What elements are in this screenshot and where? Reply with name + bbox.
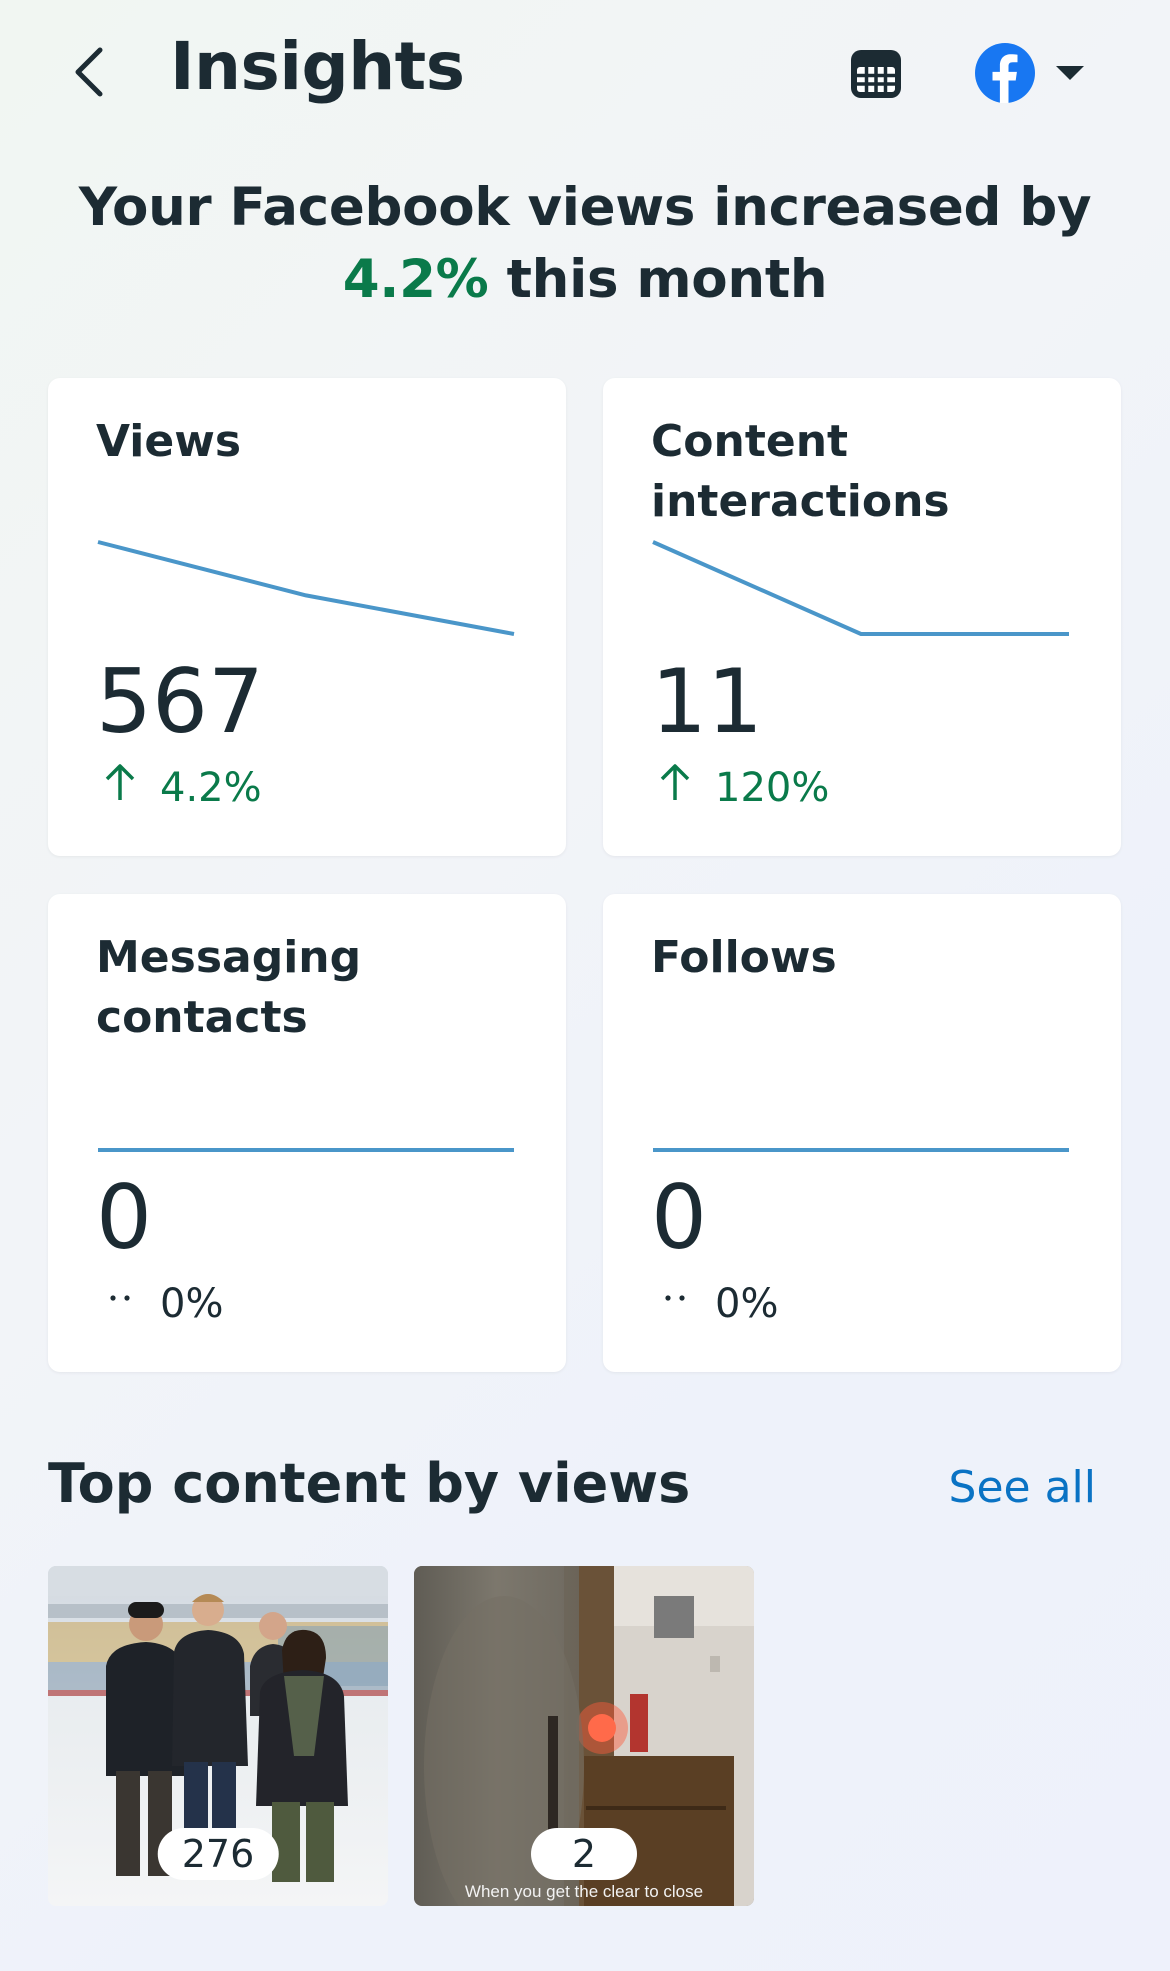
video-caption: When you get the clear to close xyxy=(464,1882,704,1901)
change-percent: 120% xyxy=(715,765,830,811)
views-badge: 2 xyxy=(531,1828,637,1880)
metric-card-messaging-contacts[interactable]: Messaging contacts 0 0% xyxy=(48,894,566,1372)
change-percent: 4.2% xyxy=(160,765,262,811)
section-title: Top content by views xyxy=(48,1452,691,1515)
caret-down-icon xyxy=(1056,66,1084,80)
page-title: Insights xyxy=(170,28,465,105)
change-percent: 0% xyxy=(160,1281,224,1327)
headline-suffix: this month xyxy=(506,249,828,310)
top-bar: Insights xyxy=(0,0,1170,150)
insight-headline: Your Facebook views increased by 4.2% th… xyxy=(60,172,1110,316)
headline-percent: 4.2% xyxy=(342,249,489,310)
sparkline-chart xyxy=(652,540,1069,636)
card-change: 120% xyxy=(653,762,829,814)
card-change: 4.2% xyxy=(98,762,262,814)
dots-icon xyxy=(653,1278,697,1330)
post-photo xyxy=(48,1566,388,1906)
card-title: Views xyxy=(96,416,242,467)
account-switcher[interactable] xyxy=(974,40,1094,106)
metric-card-content-interactions[interactable]: Content interactions 11 120% xyxy=(603,378,1121,856)
content-thumbnail[interactable]: 2 When you get the clear to close xyxy=(414,1566,754,1906)
metric-card-views[interactable]: Views 567 4.2% xyxy=(48,378,566,856)
change-percent: 0% xyxy=(715,1281,779,1327)
arrow-up-icon xyxy=(98,762,142,814)
card-change: 0% xyxy=(98,1278,223,1330)
sparkline-series xyxy=(97,540,515,636)
metric-card-follows[interactable]: Follows 0 0% xyxy=(603,894,1121,1372)
sparkline-chart xyxy=(97,540,515,636)
card-value: 0 xyxy=(651,1166,707,1269)
headline-prefix: Your Facebook views increased by xyxy=(78,177,1092,238)
views-badge: 276 xyxy=(157,1828,279,1880)
back-button[interactable] xyxy=(62,40,118,104)
card-value: 567 xyxy=(96,650,264,753)
card-title: Follows xyxy=(651,932,837,983)
content-thumbnail[interactable]: 276 xyxy=(48,1566,388,1906)
card-value: 0 xyxy=(96,1166,152,1269)
see-all-link[interactable]: See all xyxy=(948,1462,1096,1513)
sparkline-chart xyxy=(653,1148,1069,1152)
facebook-logo-icon xyxy=(975,43,1035,103)
dots-icon xyxy=(98,1278,142,1330)
arrow-up-icon xyxy=(653,762,697,814)
card-title: Messaging contacts xyxy=(96,932,362,1043)
card-title: Content interactions xyxy=(651,416,950,527)
chevron-left-icon xyxy=(75,47,103,97)
date-range-button[interactable] xyxy=(844,44,908,104)
card-value: 11 xyxy=(651,650,763,753)
card-change: 0% xyxy=(653,1278,778,1330)
calendar-icon xyxy=(851,50,901,98)
sparkline-series xyxy=(652,540,1069,636)
sparkline-chart xyxy=(98,1148,514,1152)
